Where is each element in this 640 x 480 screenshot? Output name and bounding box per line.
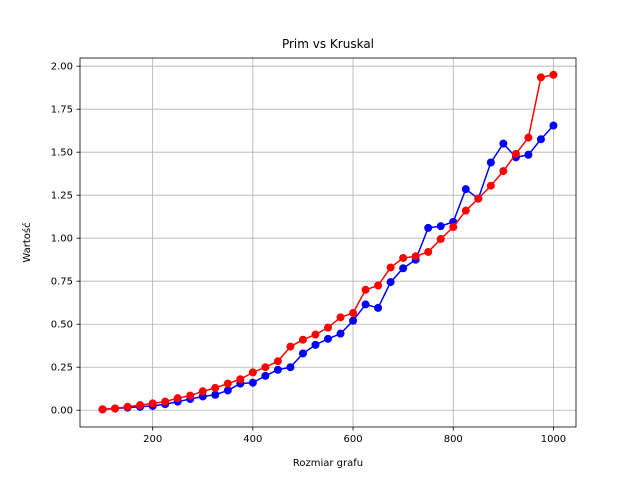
data-point	[236, 375, 244, 383]
data-point	[261, 363, 269, 371]
data-point	[199, 387, 207, 395]
y-axis-label: Wartość	[21, 222, 33, 262]
data-point	[512, 150, 520, 158]
data-point	[499, 140, 507, 148]
x-tick-label: 1000	[541, 434, 566, 445]
data-point	[374, 304, 382, 312]
data-point	[261, 372, 269, 380]
data-point	[499, 167, 507, 175]
data-point	[537, 73, 545, 81]
data-point	[136, 401, 144, 409]
data-point	[324, 335, 332, 343]
x-tick-label: 200	[143, 434, 162, 445]
data-point	[524, 134, 532, 142]
data-point	[374, 282, 382, 290]
data-point	[211, 384, 219, 392]
data-point	[524, 151, 532, 159]
data-point	[437, 235, 445, 243]
y-tick-label: 0.50	[51, 320, 73, 331]
x-tick-label: 800	[444, 434, 463, 445]
data-point	[111, 405, 119, 413]
chart-title: Prim vs Kruskal	[282, 37, 374, 51]
data-point	[211, 391, 219, 399]
data-point	[349, 317, 357, 325]
data-point	[124, 403, 132, 411]
data-point	[299, 349, 307, 357]
y-tick-label: 0.75	[51, 277, 73, 288]
data-point	[311, 341, 319, 349]
x-tick-label: 400	[243, 434, 262, 445]
data-point	[487, 182, 495, 190]
data-point	[424, 224, 432, 232]
y-tick-label: 1.25	[51, 191, 73, 202]
data-point	[474, 195, 482, 203]
data-point	[449, 223, 457, 231]
data-point	[399, 254, 407, 262]
data-point	[274, 357, 282, 365]
data-point	[424, 248, 432, 256]
data-point	[249, 368, 257, 376]
data-point	[161, 398, 169, 406]
data-point	[174, 394, 182, 402]
data-point	[286, 343, 294, 351]
data-point	[324, 324, 332, 332]
data-point	[462, 207, 470, 215]
data-point	[462, 185, 470, 193]
data-point	[311, 331, 319, 339]
data-point	[249, 379, 257, 387]
data-point	[224, 380, 232, 388]
data-point	[387, 263, 395, 271]
data-point	[362, 300, 370, 308]
data-point	[149, 399, 157, 407]
data-point	[224, 386, 232, 394]
data-point	[299, 336, 307, 344]
y-tick-label: 1.50	[51, 148, 73, 159]
x-axis-label: Rozmiar grafu	[293, 458, 363, 469]
x-tick-label: 600	[344, 434, 363, 445]
data-point	[274, 366, 282, 374]
data-point	[437, 222, 445, 230]
y-tick-label: 1.75	[51, 105, 73, 116]
data-point	[412, 252, 420, 260]
data-point	[549, 122, 557, 130]
y-tick-label: 2.00	[51, 62, 73, 73]
data-point	[337, 330, 345, 338]
data-point	[286, 363, 294, 371]
data-point	[399, 264, 407, 272]
data-point	[362, 286, 370, 294]
data-point	[99, 405, 107, 413]
data-point	[487, 159, 495, 167]
y-tick-label: 0.25	[51, 363, 73, 374]
data-point	[186, 392, 194, 400]
data-point	[337, 313, 345, 321]
data-point	[537, 135, 545, 143]
data-point	[549, 71, 557, 79]
data-point	[349, 309, 357, 317]
y-tick-label: 0.00	[51, 406, 73, 417]
data-point	[387, 278, 395, 286]
y-tick-label: 1.00	[51, 234, 73, 245]
